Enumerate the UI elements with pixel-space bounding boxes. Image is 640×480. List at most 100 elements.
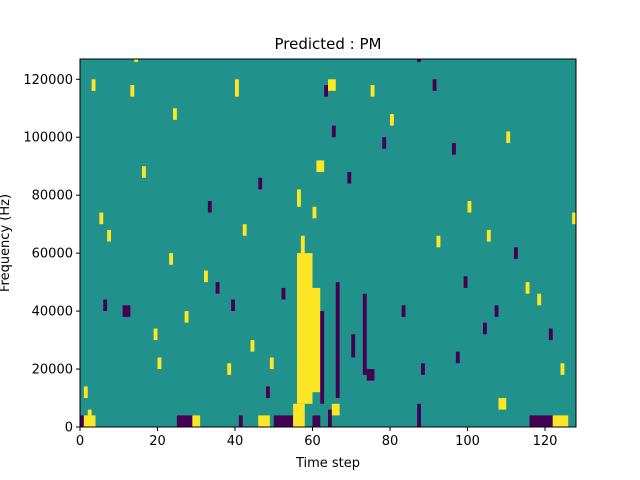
cell	[312, 415, 321, 427]
cell	[525, 282, 530, 294]
cell	[227, 363, 232, 375]
chart-title: Predicted : PM	[275, 35, 382, 53]
cell	[432, 79, 437, 91]
cell	[297, 253, 313, 404]
cell	[382, 137, 387, 149]
cell	[293, 403, 305, 427]
cell	[421, 363, 425, 375]
cell	[134, 59, 139, 62]
cell	[347, 172, 352, 184]
cell	[324, 85, 328, 97]
cell	[552, 415, 569, 427]
cell	[300, 235, 305, 254]
plot-area	[80, 59, 576, 427]
cell	[107, 229, 111, 242]
cell	[370, 85, 375, 97]
cell	[366, 369, 375, 381]
cell	[417, 403, 421, 427]
cell	[173, 108, 177, 120]
cell	[157, 357, 162, 370]
cell	[529, 415, 553, 427]
cell	[99, 212, 104, 225]
cell	[483, 322, 487, 335]
cell	[87, 409, 92, 416]
cell	[242, 224, 247, 236]
cell	[269, 357, 274, 370]
cell	[494, 305, 499, 317]
cell	[258, 415, 270, 427]
cell	[452, 143, 456, 155]
cell	[335, 282, 340, 399]
cell	[312, 206, 317, 219]
cell	[83, 386, 88, 399]
x-tick-label: 20	[149, 434, 166, 449]
cell	[169, 253, 173, 265]
cell	[467, 200, 472, 213]
x-tick-label: 100	[455, 434, 480, 449]
y-tick-label: 60000	[32, 247, 73, 262]
y-tick-label: 40000	[32, 305, 73, 320]
y-tick-label: 20000	[32, 363, 73, 378]
cell	[266, 386, 270, 399]
cell	[235, 79, 239, 97]
cell	[304, 264, 309, 283]
cell	[273, 415, 294, 427]
cell	[560, 363, 565, 375]
cell	[498, 398, 507, 410]
cell	[312, 287, 321, 393]
cell	[281, 287, 286, 300]
cell	[238, 415, 243, 427]
cell	[506, 131, 511, 144]
y-tick-label: 120000	[23, 73, 73, 88]
cell	[258, 177, 263, 190]
x-tick-label: 120	[533, 434, 558, 449]
cell	[130, 85, 135, 97]
y-tick-label: 80000	[32, 189, 73, 204]
cell	[83, 415, 96, 427]
x-tick-label: 80	[382, 434, 399, 449]
cell	[320, 311, 325, 404]
x-tick-label: 40	[227, 434, 244, 449]
cell	[204, 270, 208, 283]
cell	[362, 293, 367, 375]
cell	[463, 276, 468, 288]
cell	[417, 59, 421, 62]
y-axis-label: Frequency (Hz)	[0, 194, 13, 292]
cell	[328, 79, 336, 91]
cell	[176, 415, 193, 427]
cell	[103, 299, 108, 312]
cell	[153, 328, 158, 341]
cell	[351, 334, 356, 358]
cell	[142, 166, 146, 178]
cell	[436, 235, 441, 248]
axes-frame	[79, 58, 577, 428]
cell	[548, 328, 553, 341]
cell	[514, 247, 518, 259]
x-tick-label: 60	[304, 434, 321, 449]
y-tick-label: 100000	[23, 131, 73, 146]
cell	[401, 305, 406, 317]
x-tick-label: 0	[76, 434, 84, 449]
background-cells	[80, 59, 576, 427]
cell	[91, 79, 96, 91]
cell	[297, 189, 301, 207]
cell	[80, 415, 84, 427]
cell	[231, 299, 235, 312]
cell	[331, 403, 340, 416]
cell	[328, 409, 332, 427]
cell	[184, 311, 189, 323]
cell	[455, 351, 460, 364]
cell	[215, 282, 220, 294]
cell	[250, 340, 255, 352]
cell	[390, 114, 394, 126]
cell	[537, 293, 542, 306]
cell	[207, 200, 212, 213]
cell	[486, 229, 491, 242]
cell	[316, 160, 325, 173]
cell	[572, 212, 576, 225]
y-tick-label: 0	[65, 421, 73, 436]
cell	[122, 305, 131, 317]
x-axis-label: Time step	[295, 456, 360, 471]
cell	[192, 415, 201, 427]
